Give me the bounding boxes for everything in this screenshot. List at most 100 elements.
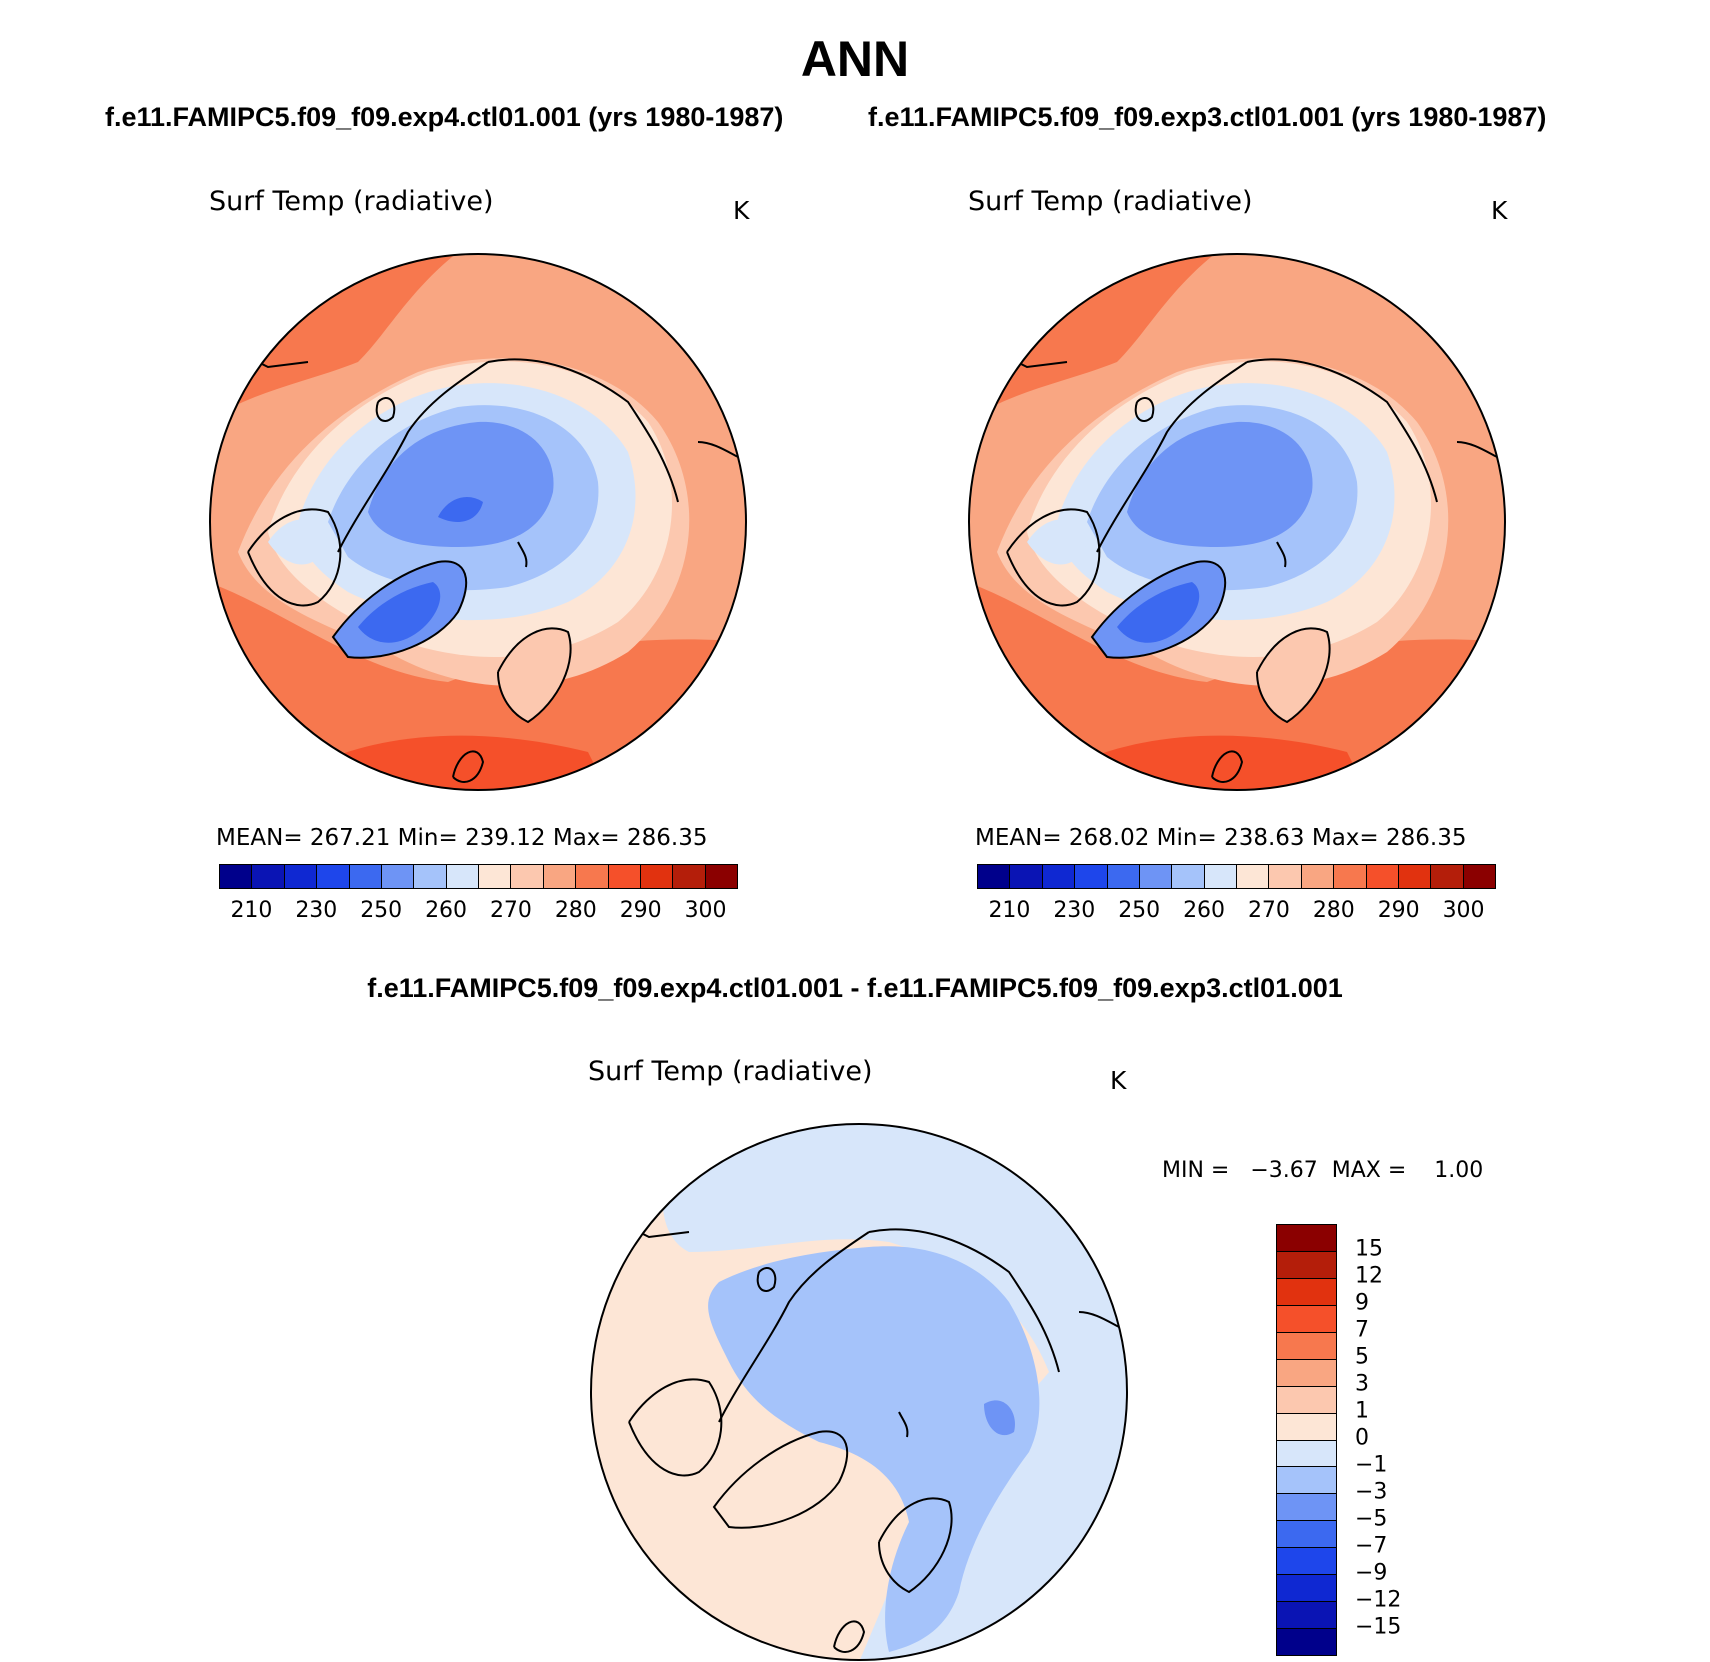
- colorbar-cell: [1277, 1548, 1336, 1576]
- colorbar-tick-label: 210: [988, 898, 1031, 923]
- colorbar-tick-label: −1: [1355, 1452, 1388, 1478]
- colorbar-tick-label: 260: [1183, 898, 1226, 923]
- colorbar-tick-label: 280: [554, 898, 597, 923]
- colorbar-cell: [220, 865, 253, 888]
- colorbar-cell: [1277, 1521, 1336, 1549]
- colorbar-cell: [1398, 865, 1432, 888]
- colorbar-cell: [1237, 865, 1270, 888]
- colorbar-tick-label: 230: [295, 898, 338, 923]
- colorbar-tick-label: 210: [230, 898, 273, 923]
- colorbar-cell: [1277, 1629, 1336, 1655]
- colorbar-cell: [1042, 865, 1076, 888]
- colorbar-cell: [1277, 1386, 1336, 1414]
- colorbar-tick-label: 230: [1053, 898, 1096, 923]
- difference-title: f.e11.FAMIPC5.f09_f09.exp4.ctl01.001 - f…: [367, 973, 1343, 1003]
- colorbar-tick-label: −15: [1355, 1614, 1402, 1640]
- panel1-colorbar-ticks: 210 230 250 260 270 280 290 300: [219, 898, 738, 924]
- colorbar-tick-label: 270: [1247, 898, 1290, 923]
- colorbar-cell: [1277, 1494, 1336, 1522]
- colorbar-cell: [1277, 1413, 1336, 1441]
- colorbar-cell: [1277, 1440, 1336, 1468]
- colorbar-cell: [381, 865, 415, 888]
- colorbar-cell: [1334, 865, 1367, 888]
- colorbar-cell: [349, 865, 382, 888]
- colorbar-tick-label: 290: [1377, 898, 1420, 923]
- colorbar-cell: [608, 865, 641, 888]
- colorbar-tick-label: 7: [1355, 1317, 1369, 1343]
- colorbar-cell: [511, 865, 544, 888]
- colorbar-tick-label: 0: [1355, 1425, 1369, 1451]
- colorbar-tick-label: 290: [619, 898, 662, 923]
- colorbar-tick-label: 250: [1118, 898, 1161, 923]
- colorbar-cell: [1277, 1359, 1336, 1387]
- panel2-variable-label: Surf Temp (radiative): [968, 186, 1253, 217]
- colorbar-cell: [414, 865, 447, 888]
- panel3-colorbar-ticks: 15 12 9 7 5 3 1 0 −1 −3 −5 −7 −9 −12 −15: [1355, 1224, 1445, 1656]
- colorbar-cell: [1269, 865, 1302, 888]
- colorbar-tick-label: 5: [1355, 1344, 1369, 1370]
- colorbar-cell: [1463, 865, 1495, 888]
- panel1-variable-label: Surf Temp (radiative): [209, 186, 494, 217]
- colorbar-tick-label: 260: [425, 898, 468, 923]
- colorbar-tick-label: 250: [360, 898, 403, 923]
- panel3-variable-label: Surf Temp (radiative): [588, 1056, 873, 1087]
- colorbar-tick-label: 15: [1355, 1236, 1383, 1262]
- colorbar-cell: [1277, 1278, 1336, 1306]
- colorbar-cell: [1277, 1575, 1336, 1603]
- colorbar-cell: [1010, 865, 1043, 888]
- colorbar-cell: [252, 865, 285, 888]
- colorbar-tick-label: 270: [489, 898, 532, 923]
- colorbar-cell: [576, 865, 609, 888]
- panel3-colorbar: [1276, 1224, 1337, 1656]
- colorbar-cell: [1277, 1467, 1336, 1495]
- colorbar-cell: [1172, 865, 1205, 888]
- colorbar-cell: [1277, 1332, 1336, 1360]
- colorbar-cell: [640, 865, 674, 888]
- colorbar-tick-label: −7: [1355, 1533, 1388, 1559]
- colorbar-cell: [1139, 865, 1173, 888]
- colorbar-tick-label: −9: [1355, 1560, 1388, 1586]
- colorbar-cell: [543, 865, 577, 888]
- colorbar-cell: [673, 865, 706, 888]
- colorbar-tick-label: 300: [1442, 898, 1485, 923]
- panel2-units-label: K: [1491, 196, 1508, 225]
- panel2-polar-map: [968, 253, 1506, 791]
- colorbar-tick-label: −5: [1355, 1506, 1388, 1532]
- colorbar-cell: [446, 865, 479, 888]
- panel2-stats: MEAN= 268.02 Min= 238.63 Max= 286.35: [975, 825, 1467, 851]
- colorbar-tick-label: 300: [684, 898, 727, 923]
- panel3-units-label: K: [1110, 1066, 1127, 1095]
- colorbar-tick-label: −12: [1355, 1587, 1402, 1613]
- colorbar-tick-label: 3: [1355, 1371, 1369, 1397]
- panel2-colorbar: [977, 864, 1496, 889]
- colorbar-cell: [1277, 1251, 1336, 1279]
- colorbar-cell: [1204, 865, 1237, 888]
- colorbar-cell: [1277, 1305, 1336, 1333]
- case-title-left: f.e11.FAMIPC5.f09_f09.exp4.ctl01.001 (yr…: [105, 102, 784, 132]
- colorbar-cell: [1366, 865, 1399, 888]
- colorbar-cell: [1431, 865, 1464, 888]
- colorbar-cell: [1107, 865, 1140, 888]
- colorbar-cell: [978, 865, 1011, 888]
- panel1-units-label: K: [733, 196, 750, 225]
- colorbar-cell: [705, 865, 737, 888]
- panel1-stats: MEAN= 267.21 Min= 239.12 Max= 286.35: [216, 825, 708, 851]
- colorbar-tick-label: 12: [1355, 1263, 1383, 1289]
- panel3-min-max: MIN = −3.67 MAX = 1.00: [1162, 1158, 1484, 1183]
- panel3-difference-map: [590, 1123, 1128, 1661]
- panel1-polar-map: [209, 253, 747, 791]
- colorbar-cell: [1277, 1602, 1336, 1630]
- colorbar-tick-label: 9: [1355, 1290, 1369, 1316]
- colorbar-cell: [1075, 865, 1108, 888]
- case-title-right: f.e11.FAMIPC5.f09_f09.exp3.ctl01.001 (yr…: [868, 102, 1547, 132]
- page-title: ANN: [800, 31, 910, 87]
- colorbar-tick-label: −3: [1355, 1479, 1388, 1505]
- colorbar-tick-label: 280: [1312, 898, 1355, 923]
- colorbar-cell: [1277, 1225, 1336, 1252]
- panel2-colorbar-ticks: 210 230 250 260 270 280 290 300: [977, 898, 1496, 924]
- colorbar-cell: [479, 865, 512, 888]
- colorbar-cell: [1301, 865, 1335, 888]
- panel1-colorbar: [219, 864, 738, 889]
- colorbar-cell: [284, 865, 318, 888]
- colorbar-tick-label: 1: [1355, 1398, 1369, 1424]
